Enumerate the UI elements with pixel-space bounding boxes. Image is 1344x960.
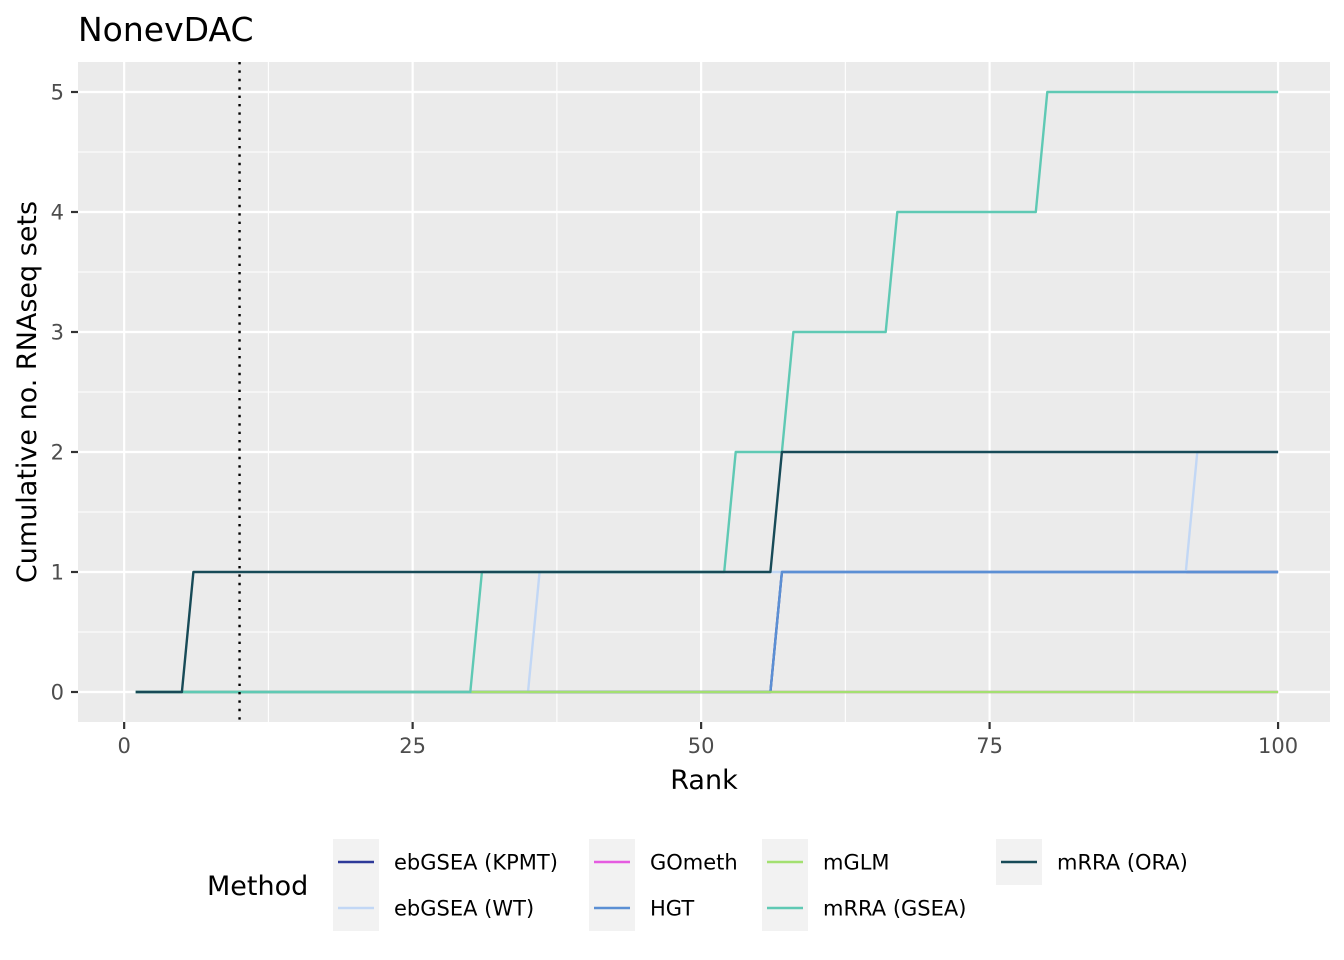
x-axis-title: Rank (670, 765, 738, 796)
minor-gridlines (78, 62, 1330, 722)
legend-item: mRRA (GSEA) (762, 885, 966, 931)
legend-label: ebGSEA (KPMT) (394, 851, 558, 875)
legend-label: GOmeth (650, 851, 738, 875)
chart-title: NonevDAC (78, 10, 254, 49)
x-tick-label: 100 (1258, 734, 1298, 758)
legend-label: ebGSEA (WT) (394, 897, 534, 921)
legend-item: ebGSEA (KPMT) (333, 839, 558, 885)
legend-label: mGLM (823, 851, 890, 875)
series-line-mrra-ora (135, 450, 1279, 694)
legend-item: GOmeth (589, 839, 738, 885)
x-axis-ticks: 0 25 50 75 100 (117, 722, 1298, 758)
legend-label: mRRA (ORA) (1057, 851, 1188, 875)
legend-item: mRRA (ORA) (996, 839, 1188, 885)
series-lines (135, 90, 1279, 694)
legend-title: Method (207, 871, 308, 902)
legend-label: mRRA (GSEA) (823, 897, 966, 921)
series-line-mrra-gsea (135, 90, 1279, 694)
x-tick-label: 25 (399, 734, 426, 758)
legend-item: ebGSEA (WT) (333, 885, 534, 931)
y-axis-title: Cumulative no. RNAseq sets (12, 201, 43, 583)
x-tick-label: 0 (117, 734, 130, 758)
y-tick-label: 1 (51, 561, 64, 585)
legend-item: mGLM (762, 839, 890, 885)
y-tick-label: 2 (51, 441, 64, 465)
y-tick-label: 4 (51, 201, 64, 225)
legend: Method ebGSEA (KPMT) ebGSEA (WT) GOmeth HGT… (207, 839, 1188, 931)
legend-label: HGT (650, 897, 694, 921)
legend-item: HGT (589, 885, 694, 931)
y-tick-label: 0 (51, 681, 64, 705)
y-tick-label: 3 (51, 321, 64, 345)
y-axis-ticks: 0 1 2 3 4 5 (51, 81, 78, 705)
x-tick-label: 75 (976, 734, 1003, 758)
x-tick-label: 50 (688, 734, 715, 758)
y-tick-label: 5 (51, 81, 64, 105)
